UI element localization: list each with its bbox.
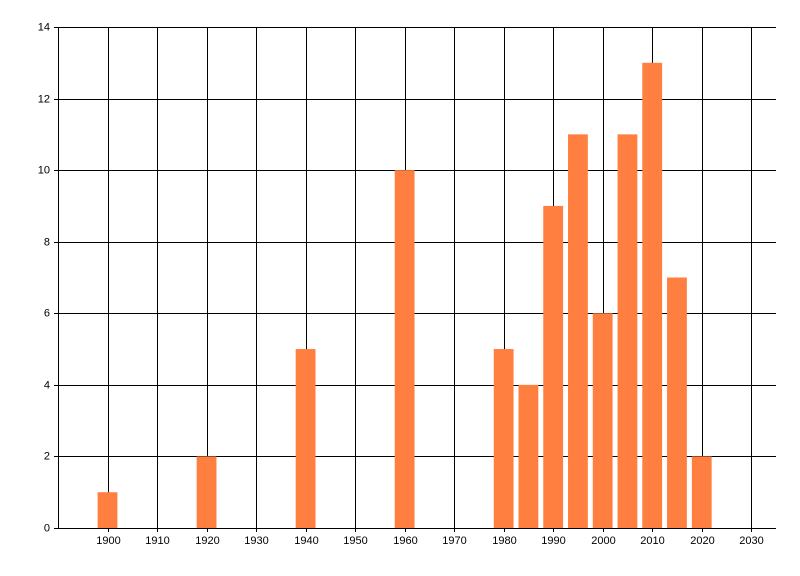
bar — [568, 134, 588, 528]
x-tick-label: 1920 — [195, 535, 219, 547]
bar — [394, 170, 415, 528]
bar — [493, 349, 514, 528]
y-tick-label: 4 — [44, 379, 50, 391]
x-tick-label: 2000 — [591, 535, 615, 547]
bar — [97, 492, 118, 528]
x-tick-label: 1910 — [145, 535, 169, 547]
x-tick-label: 1940 — [294, 535, 318, 547]
x-tick-label: 1960 — [393, 535, 417, 547]
bar — [617, 134, 638, 528]
y-tick-label: 2 — [44, 450, 50, 462]
x-tick-label: 1990 — [541, 535, 565, 547]
bar — [518, 384, 539, 528]
x-tick-label: 1970 — [442, 535, 466, 547]
y-tick-label: 6 — [44, 307, 50, 319]
bar — [196, 456, 217, 528]
x-tick-label: 2020 — [690, 535, 714, 547]
bar — [295, 349, 316, 528]
x-tick-label: 1900 — [96, 535, 120, 547]
bar — [667, 277, 687, 528]
bar — [691, 456, 712, 528]
y-tick-label: 12 — [38, 93, 50, 105]
y-tick-label: 8 — [44, 236, 50, 248]
y-tick-label: 0 — [44, 522, 50, 534]
x-tick-label: 1980 — [492, 535, 516, 547]
x-tick-label: 1930 — [244, 535, 268, 547]
y-tick-label: 10 — [38, 164, 50, 176]
x-tick-label: 2030 — [739, 535, 763, 547]
bar — [642, 62, 663, 529]
x-tick-label: 2010 — [640, 535, 664, 547]
x-tick-label: 1950 — [343, 535, 367, 547]
bar — [543, 205, 564, 528]
y-tick-label: 14 — [38, 21, 50, 33]
bar — [592, 313, 613, 528]
